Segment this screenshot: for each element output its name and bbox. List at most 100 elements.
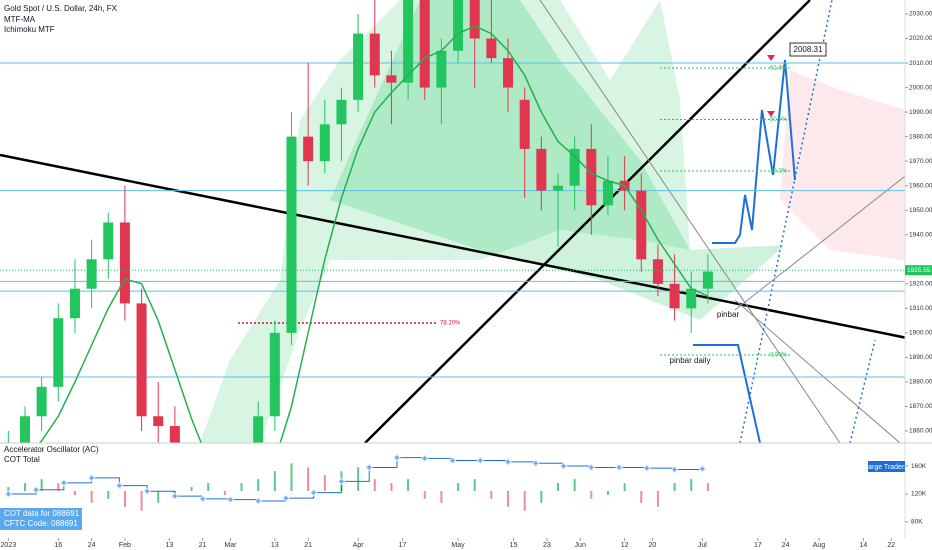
y-tick-label: 1880.00 xyxy=(909,379,932,386)
y-tick-label: 1890.00 xyxy=(909,354,932,361)
y-tick-label: 1910.00 xyxy=(909,305,932,312)
ac-bar xyxy=(40,479,43,491)
ac-bar xyxy=(673,483,676,491)
cot-point xyxy=(559,462,568,470)
info: CFTC Code: 088691 xyxy=(4,519,78,528)
cot-point xyxy=(670,465,679,474)
x-tick-label: Aug xyxy=(813,542,826,549)
ac-bar xyxy=(207,483,210,491)
x-tick-label: 20 xyxy=(648,542,656,549)
candle-body xyxy=(19,416,30,443)
cot-point xyxy=(448,456,457,465)
cot-point xyxy=(4,490,13,498)
ac-bar xyxy=(107,491,110,499)
x-tick-label: 17 xyxy=(399,542,407,549)
ac-bar xyxy=(57,483,60,491)
candle-body xyxy=(652,259,663,284)
x-tick-label: Mar xyxy=(224,542,237,549)
x-tick-label: 21 xyxy=(304,542,312,549)
indicator: Ichimoku MTF xyxy=(4,25,55,34)
cot-point xyxy=(698,465,707,473)
candle-body xyxy=(153,416,164,427)
x-tick-label: 2023 xyxy=(1,542,17,549)
ac-bar xyxy=(240,483,243,491)
arrow xyxy=(767,47,775,61)
channel-line xyxy=(539,0,841,443)
annotation: pinbar xyxy=(717,310,740,319)
x-tick-label: 23 xyxy=(543,542,551,549)
tag: Large Traders xyxy=(864,464,908,471)
candle-body xyxy=(569,148,580,186)
x-tick-label: 22 xyxy=(887,542,895,549)
ac-bar xyxy=(556,483,559,491)
candle-body xyxy=(86,259,97,289)
candle-body xyxy=(103,222,114,260)
title: Gold Spot / U.S. Dollar, 24h, FX xyxy=(4,4,118,13)
target-label: 2008.31 xyxy=(794,45,823,54)
x-tick-label: 21 xyxy=(199,542,207,549)
cot-point xyxy=(254,497,262,505)
cot-point xyxy=(87,474,96,482)
candle-body xyxy=(519,99,530,149)
x-tick-label: Jun xyxy=(575,542,586,549)
candle-body xyxy=(503,58,514,88)
x-tick-label: 13 xyxy=(165,542,173,549)
cot-point xyxy=(421,454,429,463)
cot-tick-label: 120K xyxy=(911,491,927,498)
y-tick-label: 1970.00 xyxy=(909,158,932,165)
y-tick-label: 1870.00 xyxy=(909,403,932,410)
x-tick-label: May xyxy=(451,542,465,549)
trend-line xyxy=(0,153,905,339)
candle-body xyxy=(269,332,280,417)
candle-body xyxy=(586,148,597,206)
candle-body xyxy=(136,303,147,417)
candle-body xyxy=(602,180,613,206)
x-tick-label: Apr xyxy=(353,542,365,549)
candle-body xyxy=(419,0,430,88)
ac-bar xyxy=(140,491,143,511)
ac-bar xyxy=(157,491,160,503)
candle-body xyxy=(187,480,197,514)
x-tick-label: 14 xyxy=(859,542,867,549)
candle-body xyxy=(486,38,497,59)
ac-bar xyxy=(606,491,609,495)
ac-bar xyxy=(373,479,376,491)
candle-body xyxy=(403,0,414,83)
ma-line xyxy=(38,25,709,443)
ac-bar xyxy=(90,491,93,503)
y-tick-label: 1960.00 xyxy=(909,182,932,189)
ichimoku-cloud xyxy=(200,0,690,443)
cot-point xyxy=(143,487,151,495)
tag-box xyxy=(868,461,905,472)
candle-body xyxy=(669,283,680,309)
cot-point xyxy=(393,453,401,462)
fib-label: 78.20% xyxy=(440,321,461,327)
annotation: pinbar daily xyxy=(670,356,711,365)
cot-point xyxy=(504,458,512,466)
fib-label: 61.8% xyxy=(770,66,788,72)
projection-dotted xyxy=(739,0,833,443)
candle-body xyxy=(303,136,314,162)
ac-bar xyxy=(590,491,593,499)
candle-body xyxy=(169,426,180,443)
candle-body xyxy=(552,185,563,191)
ac-bar xyxy=(473,479,476,491)
ac-bar xyxy=(623,483,626,491)
candle-body xyxy=(469,0,480,39)
ac-bar xyxy=(706,483,709,491)
ac-bar xyxy=(457,483,460,491)
channel-line xyxy=(734,175,905,311)
cot-point xyxy=(282,494,290,502)
ac-bar xyxy=(73,491,76,495)
cot-point xyxy=(643,464,651,472)
ac-bar xyxy=(656,491,659,507)
candle-body xyxy=(536,148,547,191)
cot-point xyxy=(615,463,623,472)
y-tick-label: 2020.00 xyxy=(909,35,932,42)
panel-title: Accelerator Oscillator (AC) xyxy=(4,445,99,454)
y-tick-label: 2000.00 xyxy=(909,84,932,91)
candle-body xyxy=(286,136,297,333)
cot-point xyxy=(587,463,596,472)
ac-bar xyxy=(407,479,410,491)
